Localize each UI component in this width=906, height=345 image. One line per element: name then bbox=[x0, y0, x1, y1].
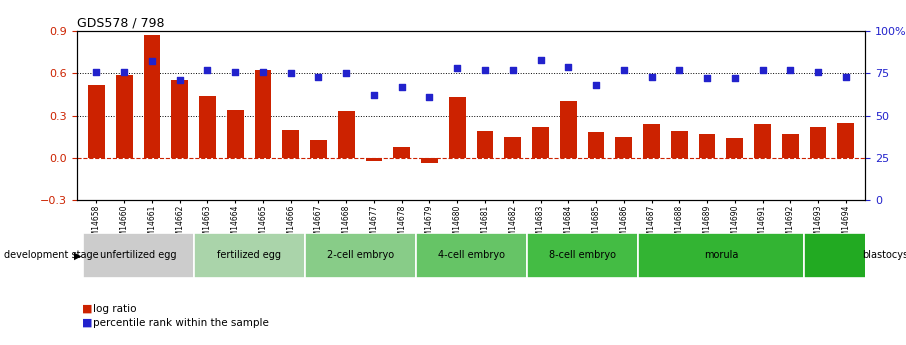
Point bbox=[284, 71, 298, 76]
Bar bbox=[643, 124, 660, 158]
Text: unfertilized egg: unfertilized egg bbox=[100, 250, 177, 260]
Point bbox=[89, 69, 103, 75]
Point bbox=[145, 59, 159, 64]
Text: GDS578 / 798: GDS578 / 798 bbox=[77, 17, 165, 30]
Bar bbox=[837, 122, 854, 158]
Point bbox=[228, 69, 243, 75]
Bar bbox=[532, 127, 549, 158]
Text: fertilized egg: fertilized egg bbox=[217, 250, 281, 260]
Bar bbox=[588, 132, 604, 158]
Bar bbox=[82, 233, 194, 278]
Bar bbox=[171, 80, 188, 158]
Point bbox=[811, 69, 825, 75]
Bar bbox=[116, 75, 132, 158]
Point bbox=[839, 74, 853, 79]
Text: morula: morula bbox=[704, 250, 738, 260]
Bar bbox=[416, 233, 526, 278]
Text: ■: ■ bbox=[82, 318, 92, 327]
Bar bbox=[194, 233, 304, 278]
Point bbox=[117, 69, 131, 75]
Bar bbox=[304, 233, 416, 278]
Point bbox=[339, 71, 353, 76]
Bar bbox=[226, 110, 244, 158]
Point bbox=[422, 94, 437, 100]
Point bbox=[450, 66, 465, 71]
Bar bbox=[505, 137, 521, 158]
Bar bbox=[560, 101, 576, 158]
Text: 2-cell embryo: 2-cell embryo bbox=[326, 250, 394, 260]
Bar bbox=[671, 131, 688, 158]
Bar bbox=[526, 233, 638, 278]
Text: 4-cell embryo: 4-cell embryo bbox=[438, 250, 505, 260]
Bar bbox=[283, 130, 299, 158]
Bar bbox=[393, 147, 410, 158]
Point bbox=[367, 92, 381, 98]
Bar bbox=[421, 158, 438, 164]
Point bbox=[506, 67, 520, 73]
Bar bbox=[310, 139, 327, 158]
Bar bbox=[88, 85, 105, 158]
Bar bbox=[805, 233, 906, 278]
Bar bbox=[199, 96, 216, 158]
Bar bbox=[366, 158, 382, 161]
Text: development stage: development stage bbox=[4, 250, 98, 260]
Point bbox=[616, 67, 631, 73]
Bar bbox=[255, 70, 271, 158]
Point bbox=[534, 57, 548, 62]
Bar bbox=[810, 127, 826, 158]
Point bbox=[477, 67, 492, 73]
Point bbox=[728, 76, 742, 81]
Bar bbox=[477, 131, 494, 158]
Bar bbox=[615, 137, 632, 158]
Point bbox=[672, 67, 687, 73]
Point bbox=[699, 76, 714, 81]
Point bbox=[756, 67, 770, 73]
Point bbox=[561, 64, 575, 69]
Text: percentile rank within the sample: percentile rank within the sample bbox=[93, 318, 269, 327]
Point bbox=[783, 67, 797, 73]
Bar bbox=[754, 124, 771, 158]
Bar bbox=[144, 35, 160, 158]
Bar bbox=[699, 134, 716, 158]
Point bbox=[312, 74, 326, 79]
Point bbox=[589, 82, 603, 88]
Text: 8-cell embryo: 8-cell embryo bbox=[549, 250, 616, 260]
Text: blastocyst: blastocyst bbox=[863, 250, 906, 260]
Bar bbox=[727, 138, 743, 158]
Point bbox=[172, 77, 187, 83]
Point bbox=[394, 84, 409, 90]
Bar bbox=[638, 233, 805, 278]
Text: ■: ■ bbox=[82, 304, 92, 314]
Point bbox=[255, 69, 270, 75]
Point bbox=[644, 74, 659, 79]
Text: log ratio: log ratio bbox=[93, 304, 137, 314]
Bar bbox=[448, 97, 466, 158]
Text: ▶: ▶ bbox=[74, 250, 82, 260]
Bar bbox=[338, 111, 354, 158]
Point bbox=[200, 67, 215, 73]
Bar bbox=[782, 134, 798, 158]
